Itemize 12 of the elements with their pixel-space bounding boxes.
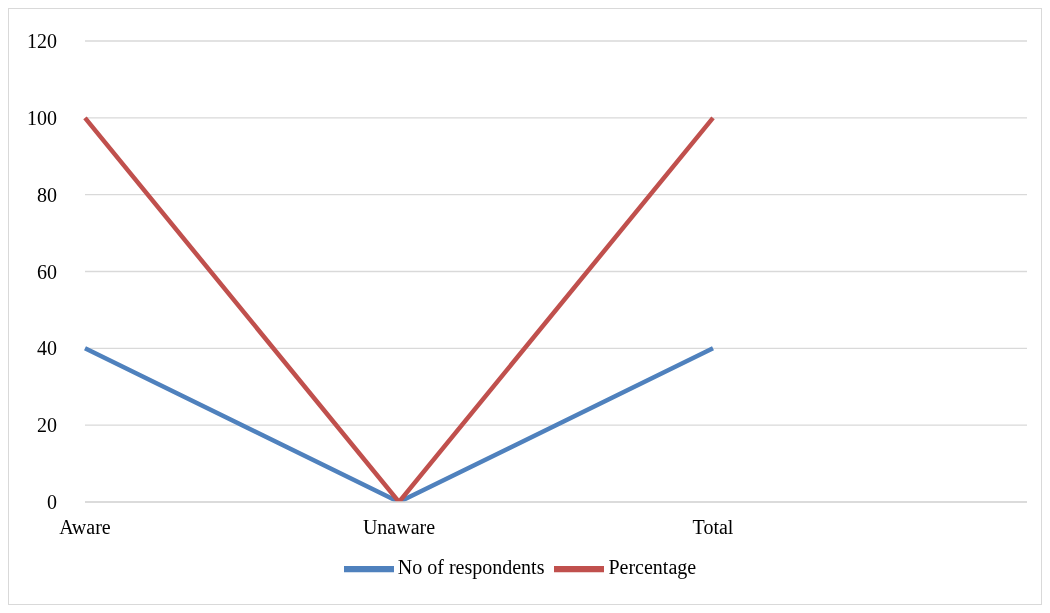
x-tick-label: Total [692,516,734,539]
y-tick-label: 20 [37,414,57,437]
legend-label: No of respondents [397,555,545,578]
y-tick-label: 40 [37,337,57,360]
y-tick-label: 0 [47,491,57,514]
y-tick-label: 120 [27,30,57,53]
y-tick-label: 100 [27,106,57,129]
y-tick-label: 80 [37,183,57,206]
legend-label: Percentage [608,555,697,578]
x-tick-label: Aware [59,516,111,539]
x-tick-label: Unaware [362,516,436,539]
y-tick-label: 60 [37,260,57,283]
